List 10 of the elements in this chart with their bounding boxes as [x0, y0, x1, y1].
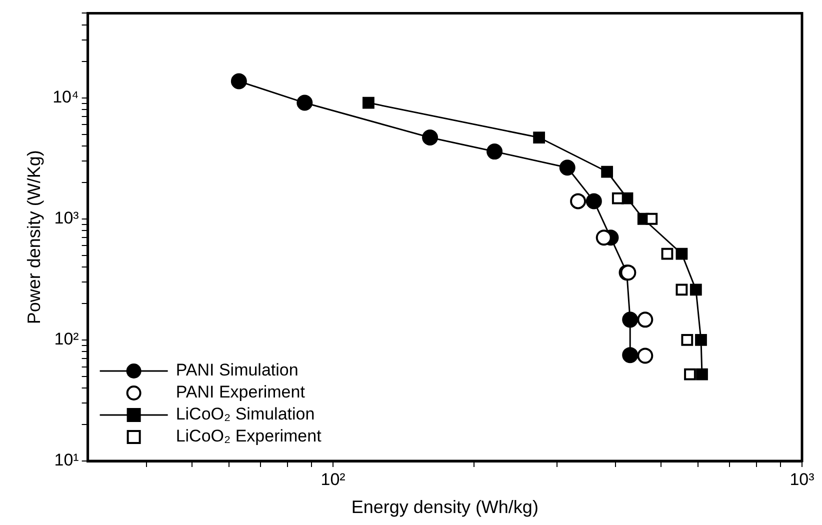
- legend-label: LiCoO₂ Simulation: [176, 404, 315, 424]
- y-tick-label: 10¹: [54, 450, 80, 470]
- y-axis-title: Power density (W/Kg): [24, 150, 44, 324]
- x-axis-title: Energy density (Wh/kg): [351, 497, 538, 518]
- y-tick-label: 10²: [54, 330, 80, 349]
- y-tick-label: 10³: [54, 208, 80, 228]
- legend-label: PANI Experiment: [176, 382, 306, 402]
- legend-label: LiCoO₂ Experiment: [176, 426, 322, 446]
- legend-label: PANI Simulation: [176, 360, 298, 380]
- y-tick-label: 10⁴: [52, 88, 79, 107]
